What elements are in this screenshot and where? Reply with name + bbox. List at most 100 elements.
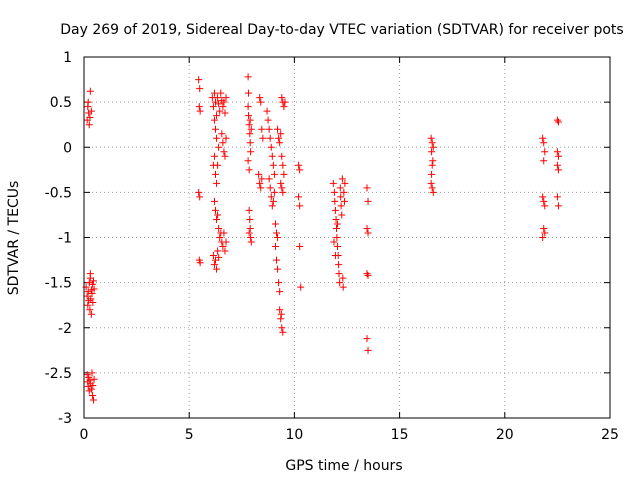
data-point <box>213 179 221 187</box>
plot-frame <box>83 56 611 419</box>
data-point <box>363 224 371 232</box>
data-point <box>427 134 435 142</box>
data-point <box>88 391 96 399</box>
data-point <box>87 295 95 303</box>
data-point <box>363 270 371 278</box>
data-point <box>539 134 547 142</box>
data-point <box>335 261 343 269</box>
data-point <box>90 375 98 383</box>
data-point <box>276 306 284 314</box>
data-point <box>210 89 218 97</box>
data-point <box>280 103 288 111</box>
data-point <box>258 125 266 133</box>
y-tick-label: -1 <box>58 231 72 247</box>
data-point <box>196 85 204 93</box>
data-point <box>428 184 436 192</box>
data-point <box>214 94 222 102</box>
data-point <box>337 202 345 210</box>
data-point <box>339 274 347 282</box>
data-point <box>89 382 97 390</box>
data-point <box>541 202 549 210</box>
data-point <box>214 247 222 255</box>
data-point <box>273 256 281 264</box>
data-point <box>330 238 338 246</box>
data-point <box>338 211 346 219</box>
data-point <box>267 143 275 151</box>
data-point <box>295 161 303 169</box>
data-point <box>336 184 344 192</box>
data-point <box>86 270 94 278</box>
data-point <box>364 346 372 354</box>
x-axis-label: GPS time / hours <box>285 458 402 474</box>
data-point <box>332 224 340 232</box>
data-point <box>279 161 287 169</box>
data-point <box>539 234 547 241</box>
data-point <box>213 215 221 223</box>
data-point <box>271 220 279 228</box>
y-tick-label: -2.5 <box>45 366 72 382</box>
data-point <box>219 103 227 111</box>
x-tick-label: 10 <box>285 427 303 443</box>
data-point <box>247 234 255 241</box>
y-tick-label: -1.5 <box>45 276 72 292</box>
data-point <box>219 243 227 251</box>
data-point <box>210 152 218 160</box>
data-point <box>273 229 281 237</box>
data-point <box>87 385 95 393</box>
data-point <box>244 103 252 111</box>
data-point <box>84 301 92 309</box>
data-point <box>295 193 303 201</box>
data-point <box>215 100 223 108</box>
data-point <box>274 234 282 241</box>
data-point <box>429 157 437 165</box>
data-point <box>340 197 348 205</box>
data-point <box>364 229 372 237</box>
data-point <box>210 116 218 124</box>
data-point <box>85 121 93 129</box>
y-tick-label: -0.5 <box>45 185 72 201</box>
data-point <box>363 335 371 343</box>
data-point <box>281 98 289 106</box>
data-point <box>279 328 287 336</box>
data-point <box>333 234 341 241</box>
data-point <box>255 170 263 178</box>
data-point <box>245 166 253 174</box>
data-point <box>554 166 562 174</box>
data-point <box>539 193 547 201</box>
data-point <box>277 315 285 323</box>
data-point <box>85 279 93 287</box>
data-point <box>88 280 96 288</box>
x-tick-labels: 0 5 10 15 20 25 <box>80 427 619 443</box>
y-tick-label: 0.5 <box>50 95 72 111</box>
data-point <box>246 215 254 223</box>
data-point <box>540 157 548 165</box>
data-point <box>296 202 304 210</box>
data-point <box>553 161 561 169</box>
data-point <box>258 175 266 183</box>
data-point <box>279 188 287 196</box>
data-point <box>212 170 219 178</box>
data-point <box>213 134 221 142</box>
data-point <box>244 157 252 165</box>
y-axis-label: SDTVAR / TECUs <box>6 181 22 296</box>
data-point <box>277 310 285 318</box>
data-point <box>257 184 265 192</box>
data-point <box>329 179 337 187</box>
data-point <box>270 170 278 178</box>
data-point <box>214 161 222 169</box>
data-point <box>332 215 340 223</box>
data-point <box>336 279 344 287</box>
data-point <box>214 211 222 219</box>
data-point <box>429 188 437 196</box>
data-point <box>428 139 436 147</box>
data-point <box>269 161 277 169</box>
grid <box>84 57 610 418</box>
data-point <box>297 283 305 291</box>
data-point <box>195 76 203 84</box>
data-point <box>245 229 253 237</box>
data-point <box>278 184 286 192</box>
y-tick-label: -3 <box>58 411 72 427</box>
data-point <box>215 224 223 232</box>
data-point <box>339 283 347 291</box>
data-point <box>215 143 223 151</box>
